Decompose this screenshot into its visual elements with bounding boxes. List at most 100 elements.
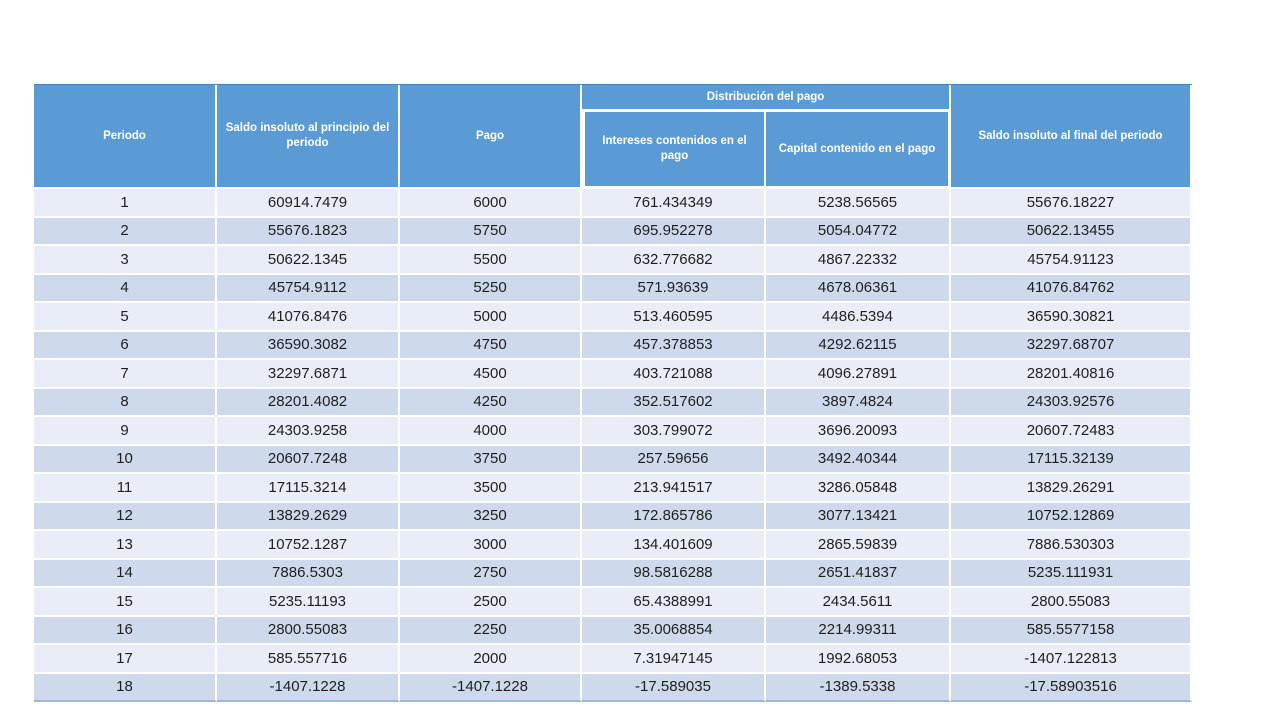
table-header: Periodo Saldo insoluto al principio del … xyxy=(34,85,1192,189)
cell-periodo: 10 xyxy=(34,445,217,474)
cell-capital: -1389.5338 xyxy=(766,673,951,702)
cell-periodo: 9 xyxy=(34,417,217,446)
cell-capital: 3696.20093 xyxy=(766,417,951,446)
cell-intereses: 403.721088 xyxy=(582,360,766,389)
cell-saldo-inicial: 36590.3082 xyxy=(217,331,400,360)
cell-saldo-final: 24303.92576 xyxy=(951,388,1192,417)
cell-saldo-inicial: 41076.8476 xyxy=(217,303,400,332)
cell-intereses: 7.31947145 xyxy=(582,645,766,674)
cell-saldo-final: 585.5577158 xyxy=(951,616,1192,645)
cell-periodo: 15 xyxy=(34,588,217,617)
cell-periodo: 16 xyxy=(34,616,217,645)
cell-saldo-inicial: 10752.1287 xyxy=(217,531,400,560)
cell-pago: 6000 xyxy=(400,189,582,218)
cell-pago: 5750 xyxy=(400,217,582,246)
table-row: 18 -1407.1228 -1407.1228 -17.589035 -1389.53… xyxy=(34,673,1192,702)
cell-pago: 3500 xyxy=(400,474,582,503)
cell-periodo: 17 xyxy=(34,645,217,674)
table-row: 1 60914.7479 6000 761.434349 5238.56565 55676… xyxy=(34,189,1192,218)
cell-pago: 5500 xyxy=(400,246,582,275)
cell-pago: 3000 xyxy=(400,531,582,560)
cell-capital: 4486.5394 xyxy=(766,303,951,332)
cell-saldo-inicial: 50622.1345 xyxy=(217,246,400,275)
col-header-saldo-final: Saldo insoluto al final del periodo xyxy=(951,85,1192,189)
cell-intereses: 65.4388991 xyxy=(582,588,766,617)
table-row: 7 32297.6871 4500 403.721088 4096.27891 28201… xyxy=(34,360,1192,389)
table-row: 6 36590.3082 4750 457.378853 4292.62115 32297… xyxy=(34,331,1192,360)
cell-saldo-final: 55676.18227 xyxy=(951,189,1192,218)
cell-saldo-inicial: 13829.2629 xyxy=(217,502,400,531)
table-row: 3 50622.1345 5500 632.776682 4867.22332 45754… xyxy=(34,246,1192,275)
cell-intereses: 257.59656 xyxy=(582,445,766,474)
cell-saldo-inicial: 5235.11193 xyxy=(217,588,400,617)
cell-intereses: 695.952278 xyxy=(582,217,766,246)
col-header-saldo-inicial: Saldo insoluto al principio del periodo xyxy=(217,85,400,189)
table-row: 12 13829.2629 3250 172.865786 3077.13421 1075… xyxy=(34,502,1192,531)
cell-intereses: 571.93639 xyxy=(582,274,766,303)
cell-intereses: 35.0068854 xyxy=(582,616,766,645)
cell-periodo: 12 xyxy=(34,502,217,531)
table-row: 14 7886.5303 2750 98.5816288 2651.41837 5235.… xyxy=(34,559,1192,588)
col-header-pago: Pago xyxy=(400,85,582,189)
cell-periodo: 14 xyxy=(34,559,217,588)
cell-saldo-final: -17.58903516 xyxy=(951,673,1192,702)
cell-intereses: 761.434349 xyxy=(582,189,766,218)
cell-periodo: 8 xyxy=(34,388,217,417)
cell-saldo-inicial: 17115.3214 xyxy=(217,474,400,503)
cell-intereses: 352.517602 xyxy=(582,388,766,417)
cell-saldo-final: 32297.68707 xyxy=(951,331,1192,360)
cell-intereses: 632.776682 xyxy=(582,246,766,275)
cell-pago: 5000 xyxy=(400,303,582,332)
cell-periodo: 5 xyxy=(34,303,217,332)
table-body: 1 60914.7479 6000 761.434349 5238.56565 55676… xyxy=(34,189,1192,702)
cell-periodo: 11 xyxy=(34,474,217,503)
cell-saldo-final: 10752.12869 xyxy=(951,502,1192,531)
cell-capital: 2214.99311 xyxy=(766,616,951,645)
cell-periodo: 6 xyxy=(34,331,217,360)
cell-periodo: 13 xyxy=(34,531,217,560)
table-row: 15 5235.11193 2500 65.4388991 2434.5611 2800.… xyxy=(34,588,1192,617)
cell-capital: 3077.13421 xyxy=(766,502,951,531)
table-row: 5 41076.8476 5000 513.460595 4486.5394 36590.… xyxy=(34,303,1192,332)
cell-periodo: 3 xyxy=(34,246,217,275)
cell-saldo-final: 50622.13455 xyxy=(951,217,1192,246)
cell-capital: 3897.4824 xyxy=(766,388,951,417)
cell-periodo: 4 xyxy=(34,274,217,303)
cell-pago: 4000 xyxy=(400,417,582,446)
amortization-table: Periodo Saldo insoluto al principio del … xyxy=(34,84,1192,702)
cell-capital: 4292.62115 xyxy=(766,331,951,360)
table-row: 17 585.557716 2000 7.31947145 1992.68053 -140… xyxy=(34,645,1192,674)
cell-capital: 1992.68053 xyxy=(766,645,951,674)
col-group-header-distribucion: Distribución del pago xyxy=(582,85,951,112)
cell-saldo-final: 17115.32139 xyxy=(951,445,1192,474)
cell-capital: 5054.04772 xyxy=(766,217,951,246)
cell-saldo-final: 45754.91123 xyxy=(951,246,1192,275)
cell-periodo: 18 xyxy=(34,673,217,702)
col-header-intereses: Intereses contenidos en el pago xyxy=(582,112,766,189)
cell-saldo-inicial: 55676.1823 xyxy=(217,217,400,246)
cell-saldo-final: 41076.84762 xyxy=(951,274,1192,303)
cell-saldo-inicial: 7886.5303 xyxy=(217,559,400,588)
cell-capital: 3492.40344 xyxy=(766,445,951,474)
cell-capital: 4096.27891 xyxy=(766,360,951,389)
cell-saldo-final: 7886.530303 xyxy=(951,531,1192,560)
cell-saldo-inicial: 20607.7248 xyxy=(217,445,400,474)
cell-pago: 4500 xyxy=(400,360,582,389)
cell-capital: 2651.41837 xyxy=(766,559,951,588)
cell-intereses: 457.378853 xyxy=(582,331,766,360)
cell-pago: 2000 xyxy=(400,645,582,674)
cell-saldo-inicial: 60914.7479 xyxy=(217,189,400,218)
cell-pago: 4250 xyxy=(400,388,582,417)
cell-intereses: 134.401609 xyxy=(582,531,766,560)
cell-periodo: 2 xyxy=(34,217,217,246)
cell-saldo-inicial: 2800.55083 xyxy=(217,616,400,645)
cell-capital: 4867.22332 xyxy=(766,246,951,275)
cell-pago: 2500 xyxy=(400,588,582,617)
header-row-top: Periodo Saldo insoluto al principio del … xyxy=(34,85,1192,189)
cell-saldo-final: 13829.26291 xyxy=(951,474,1192,503)
cell-pago: -1407.1228 xyxy=(400,673,582,702)
cell-intereses: 513.460595 xyxy=(582,303,766,332)
table-row: 13 10752.1287 3000 134.401609 2865.59839 7886… xyxy=(34,531,1192,560)
cell-pago: 2250 xyxy=(400,616,582,645)
